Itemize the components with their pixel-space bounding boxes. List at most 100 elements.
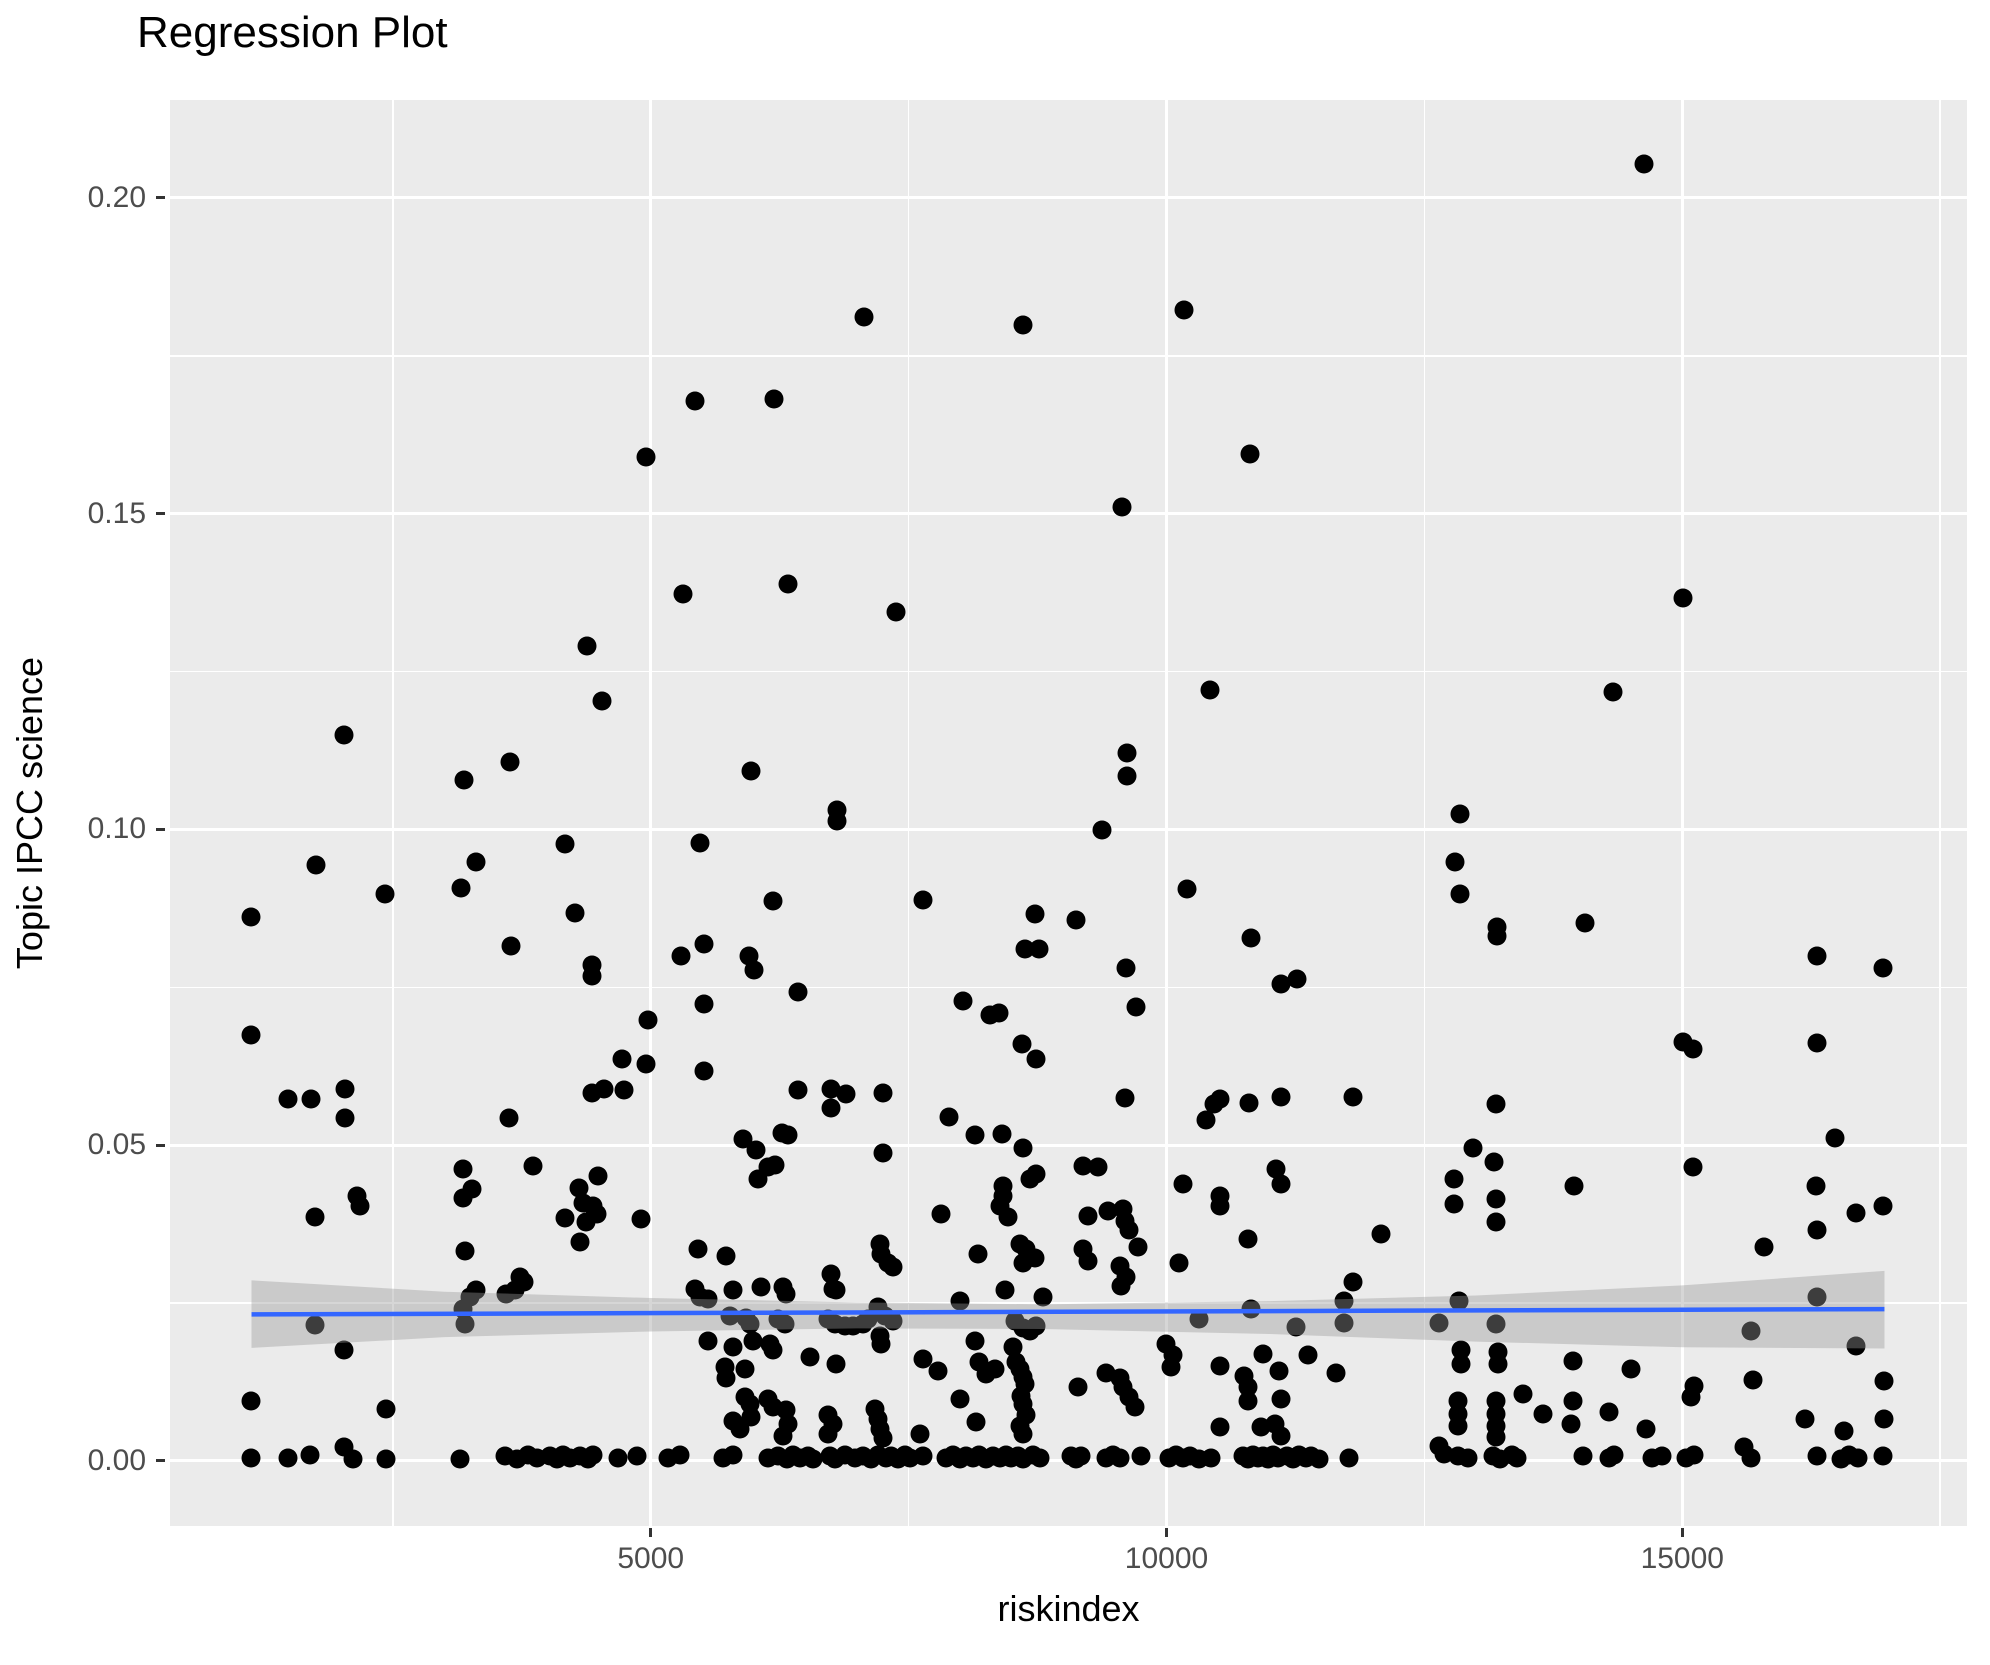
data-point <box>1033 1287 1053 1307</box>
data-point <box>278 1448 298 1468</box>
data-point <box>1026 1316 1046 1336</box>
data-point <box>1029 939 1049 959</box>
data-point <box>821 1079 841 1099</box>
data-point <box>1238 1229 1258 1249</box>
data-point <box>800 1347 820 1367</box>
data-point <box>1068 1377 1088 1397</box>
data-point <box>1003 1337 1023 1357</box>
gridline-major <box>1164 100 1168 1526</box>
data-point <box>883 1311 903 1331</box>
data-point <box>1825 1128 1845 1148</box>
data-point <box>966 1412 986 1432</box>
data-point <box>744 960 764 980</box>
y-axis-label: Topic IPCC science <box>9 656 50 970</box>
data-point <box>1271 1087 1291 1107</box>
data-point <box>735 1359 755 1379</box>
x-tick-label: 15000 <box>1640 1542 1724 1575</box>
data-point <box>1238 1391 1258 1411</box>
data-point <box>499 1108 519 1128</box>
data-point <box>1088 1157 1108 1177</box>
y-tick-mark <box>156 196 165 200</box>
data-point <box>788 982 808 1002</box>
data-point <box>1444 1194 1464 1214</box>
data-point <box>883 1257 903 1277</box>
data-point <box>1196 1110 1216 1130</box>
data-point <box>1117 766 1137 786</box>
data-point <box>1071 1446 1091 1466</box>
data-point <box>300 1445 320 1465</box>
data-point <box>1507 1448 1527 1468</box>
data-point <box>1683 1039 1703 1059</box>
y-tick-label: 0.20 <box>87 180 146 214</box>
data-point <box>335 1108 355 1128</box>
data-point <box>1241 928 1261 948</box>
chart-title: Regression Plot <box>137 8 448 57</box>
data-point <box>555 1208 575 1228</box>
data-point <box>523 1156 543 1176</box>
data-point <box>1683 1157 1703 1177</box>
data-point <box>241 1448 261 1468</box>
data-point <box>1210 1417 1230 1437</box>
data-point <box>1449 1291 1469 1311</box>
data-point <box>1874 1371 1894 1391</box>
data-point <box>1343 1272 1363 1292</box>
data-point <box>1486 1314 1506 1334</box>
data-point <box>1681 1387 1701 1407</box>
data-point <box>455 1241 475 1261</box>
data-point <box>454 770 474 790</box>
data-point <box>778 1414 798 1434</box>
data-point <box>638 1010 658 1029</box>
data-point <box>306 855 326 875</box>
data-point <box>694 1061 714 1081</box>
data-point <box>1444 1169 1464 1189</box>
data-point <box>1806 1176 1826 1196</box>
data-point <box>1652 1446 1672 1466</box>
gridline-major <box>170 1143 1967 1147</box>
data-point <box>788 1080 808 1100</box>
data-point <box>913 1446 933 1466</box>
data-point <box>1189 1309 1209 1329</box>
data-point <box>741 761 761 781</box>
data-point <box>1429 1313 1449 1333</box>
data-point <box>778 574 798 594</box>
data-point <box>1013 1253 1033 1273</box>
data-point <box>928 1361 948 1381</box>
data-point <box>673 584 693 604</box>
data-point <box>334 725 354 745</box>
data-point <box>776 1284 796 1304</box>
data-point <box>965 1331 985 1351</box>
y-tick-mark <box>156 827 165 831</box>
data-point <box>1513 1384 1533 1404</box>
data-point <box>716 1368 736 1388</box>
data-point <box>555 834 575 854</box>
data-point <box>1873 958 1893 978</box>
data-point <box>1451 1354 1471 1374</box>
data-point <box>1486 1212 1506 1232</box>
gridline-major <box>170 512 1967 516</box>
data-point <box>694 994 714 1014</box>
data-point <box>913 1349 933 1369</box>
data-point <box>968 1244 988 1264</box>
data-point <box>577 636 597 656</box>
data-point <box>746 1140 766 1160</box>
data-point <box>1128 1237 1148 1257</box>
data-point <box>1573 1446 1593 1466</box>
data-point <box>670 1445 690 1465</box>
data-point <box>1450 884 1470 904</box>
gridline-minor <box>170 1302 1967 1304</box>
data-point <box>1488 1354 1508 1374</box>
data-point <box>1210 1196 1230 1216</box>
data-point <box>565 903 585 923</box>
x-axis-label: riskindex <box>997 1588 1140 1629</box>
data-point <box>1339 1448 1359 1468</box>
data-point <box>748 1169 768 1189</box>
data-point <box>1169 1253 1189 1273</box>
data-point <box>1271 974 1291 993</box>
data-point <box>1634 154 1654 174</box>
data-point <box>873 1083 893 1103</box>
data-point <box>989 1003 1009 1023</box>
data-point <box>1807 1033 1827 1053</box>
y-tick-mark <box>156 512 165 516</box>
smooth-layer <box>251 1270 1885 1349</box>
data-point <box>1201 1448 1221 1468</box>
